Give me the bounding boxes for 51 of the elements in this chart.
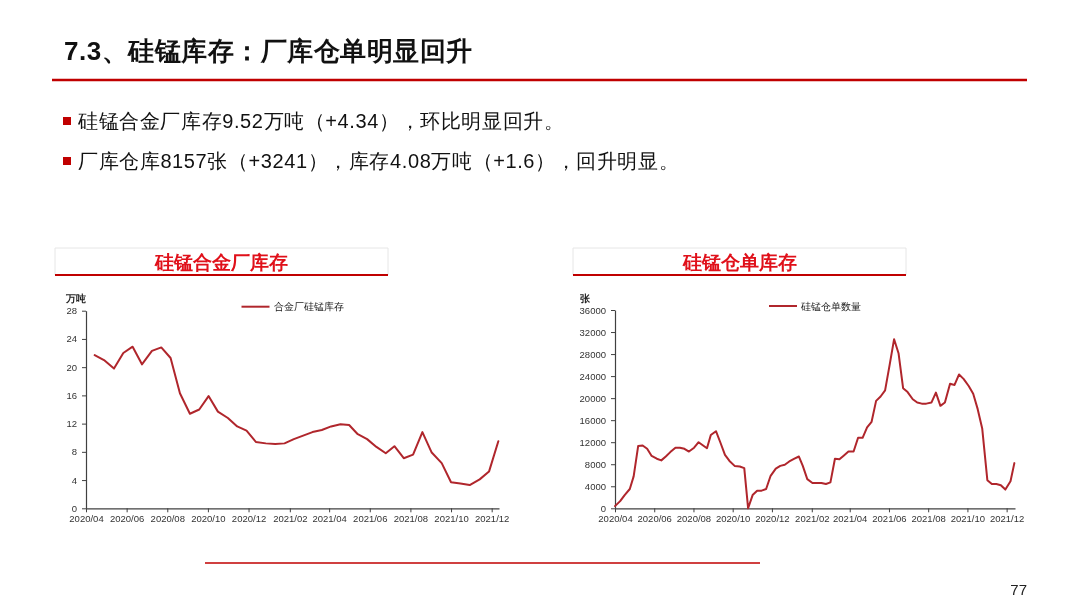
y-tick-label: 24 [66,333,77,345]
x-tick-label: 2020/10 [716,513,751,525]
text: 7.3、硅锰库存：厂库仓单明显回升 [64,36,473,66]
x-tick-label: 2020/06 [637,513,672,525]
x-tick-label: 2021/10 [950,513,986,525]
x-tick-label: 2021/08 [393,513,429,525]
chart-title: 硅锰合金厂库存 [154,252,288,274]
x-tick-label: 2021/06 [872,513,907,525]
y-axis-title: 万吨 [65,293,87,305]
y-tick-label: 20000 [579,392,606,404]
y-tick-label: 24000 [579,370,606,382]
y-tick-label: 20 [66,361,77,373]
legend-label: 合金厂硅锰库存 [273,301,344,313]
y-tick-label: 12000 [579,436,606,448]
line-series [93,345,500,487]
y-tick-label: 12 [66,418,77,430]
x-tick-label: 2020/08 [676,513,712,525]
x-tick-label: 2020/06 [109,513,145,525]
x-tick-label: 2021/02 [795,513,830,525]
y-tick-label: 4 [71,474,77,486]
x-tick-label: 2020/04 [69,513,104,525]
x-tick-label: 2020/12 [755,513,790,525]
x-tick-label: 2020/12 [231,513,267,525]
text: 硅锰合金厂库存9.52万吨（+4.34），环比明显回升。 [77,110,565,133]
x-tick-label: 2021/02 [273,513,308,525]
x-tick-label: 2020/10 [191,513,226,525]
y-tick-label: 32000 [579,326,606,338]
x-tick-label: 2021/04 [833,513,868,525]
y-tick-label: 16 [66,389,77,401]
y-tick-label: 4000 [584,480,606,492]
x-tick-label: 2020/08 [150,513,185,525]
text: 77 [1010,581,1027,599]
y-tick-label: 8000 [584,458,606,470]
y-axis-title: 张 [579,292,591,304]
x-tick-label: 2021/12 [475,513,510,525]
y-tick-label: 16000 [579,414,606,426]
x-tick-label: 2021/12 [989,513,1025,525]
x-tick-label: 2021/08 [911,513,946,525]
y-tick-label: 0 [600,502,606,514]
x-tick-label: 2020/04 [598,513,633,525]
text: 厂库仓库8157张（+3241），库存4.08万吨（+1.6），回升明显。 [78,150,680,173]
chart-title: 硅锰仓单库存 [681,252,797,274]
x-tick-label: 2021/04 [312,513,347,525]
y-tick-label: 8 [71,446,77,458]
legend-label: 硅锰仓单数量 [800,300,861,312]
y-tick-label: 36000 [579,304,606,316]
y-tick-label: 28 [66,305,77,317]
y-tick-label: 0 [71,502,77,514]
x-tick-label: 2021/10 [434,513,469,525]
x-tick-label: 2021/06 [353,513,388,525]
y-tick-label: 28000 [579,348,606,360]
